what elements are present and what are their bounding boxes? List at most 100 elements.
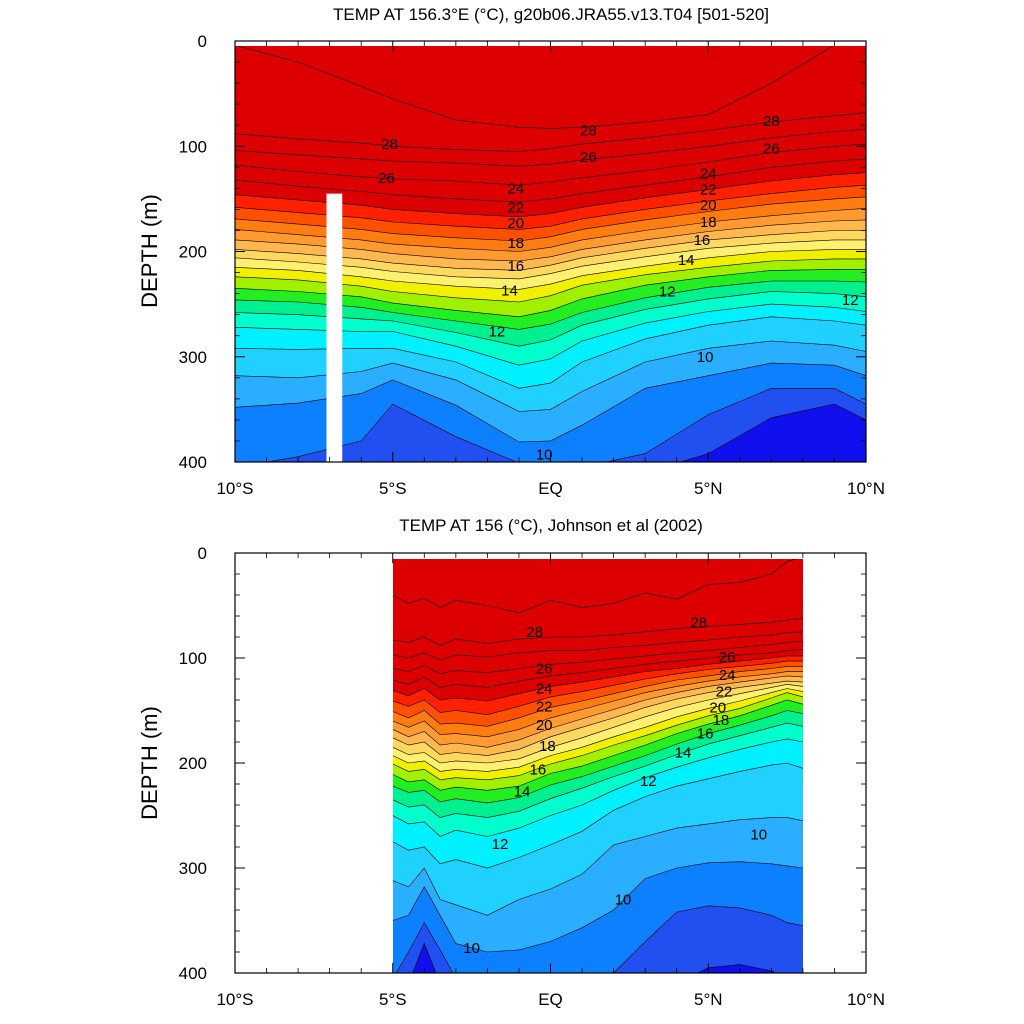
y-tick-label: 300 [179,348,207,367]
contour-label: 22 [700,181,717,198]
isotherm-line [393,666,803,727]
contour-label: 26 [719,649,736,666]
isotherm-line [236,46,834,129]
isotherm-line [235,303,866,366]
y-tick-label: 200 [179,243,207,262]
x-tick-label: 10°S [216,479,253,498]
contour-label: 22 [507,199,524,216]
filled-contours [393,559,803,973]
contour-label: 24 [536,680,553,697]
isotherm-line [393,640,803,675]
contour-label: 12 [659,283,676,300]
isotherm-line [235,362,866,443]
isotherm-line [235,184,866,230]
y-tick-label: 0 [198,32,207,51]
isotherm-line [679,403,866,462]
contour-label: 22 [536,698,553,715]
isotherm-line [235,196,866,242]
y-tick-label: 300 [179,859,207,878]
contour-label: 16 [694,232,711,249]
isotherm-line [393,762,803,869]
isotherm-line [235,249,866,290]
isotherm-line [393,688,803,772]
contour-label: 14 [675,745,692,762]
y-tick-label: 200 [179,754,207,773]
contour-band [238,46,834,129]
x-tick-label: EQ [538,479,563,498]
isotherm-line [235,291,866,347]
isotherm-line [235,143,866,186]
contour-band [393,559,797,613]
isotherm-line [395,905,803,973]
contour-label: 18 [507,235,524,252]
isotherm-line [393,738,803,837]
contour-label: 20 [709,699,726,716]
isotherm-line [393,861,803,953]
contour-label: 16 [697,726,714,743]
isotherm-line [393,559,798,614]
y-tick-label: 400 [179,964,207,983]
y-axis-label: DEPTH (m) [137,706,162,820]
isotherm-line [235,158,866,203]
missing-data-gap [326,193,343,463]
contour-label: 10 [536,447,553,464]
isotherm-line [393,675,803,748]
x-tick-label: 10°N [847,479,885,498]
contour-label: 24 [507,180,524,197]
contour-label: 26 [536,661,553,678]
contour-label: 12 [640,773,657,790]
isotherm-line [393,649,803,688]
contour-label: 18 [700,214,717,231]
contour-label: 12 [842,292,859,309]
isotherm-line [235,239,866,280]
isotherm-line [393,631,803,661]
isotherm-line [393,710,803,804]
isotherm-line [235,269,866,318]
observed-temperature-panel: TEMP AT 156 (°C), Johnson et al (2002) 2… [137,516,885,1009]
contour-label: 12 [489,323,506,340]
isotherm-line [412,942,777,973]
isotherm-line [393,680,803,756]
contour-label: 28 [526,624,543,641]
contour-labels: 2828262624242222202018181616141412121010… [463,614,767,957]
y-tick-label: 100 [179,137,207,156]
y-tick-label: 100 [179,649,207,668]
contour-label: 16 [507,258,524,275]
x-tick-label: 10°S [216,990,253,1009]
contour-label: 18 [713,712,730,729]
contour-label: 18 [539,738,556,755]
contour-label: 20 [700,197,717,214]
x-tick-label: EQ [538,990,563,1009]
isotherm-line [235,129,866,167]
isotherm-line [264,388,866,462]
contour-label: 26 [378,170,395,187]
contour-label: 12 [492,836,509,853]
isotherm-line [393,722,803,818]
contour-label: 26 [763,140,780,157]
isotherm-line [393,692,803,781]
axes: 10°S 5°S EQ 5°N 10°N 0 100 200 300 400 [179,32,885,498]
contour-label: 10 [697,349,714,366]
axes: 10°S 5°S EQ 5°N 10°N 0 100 200 300 400 [179,544,885,1009]
y-axis-label: DEPTH (m) [137,194,162,308]
model-temperature-panel: TEMP AT 156.3°E (°C), g20b06.JRA55.v13.T… [137,5,885,498]
isotherm-line [393,683,803,764]
chart-title: TEMP AT 156.3°E (°C), g20b06.JRA55.v13.T… [333,5,769,24]
isotherm-line [235,112,866,152]
contour-label: 28 [381,136,398,153]
contour-label: 14 [678,252,695,269]
x-tick-label: 10°N [847,990,885,1009]
contour-label: 20 [536,717,553,734]
isotherm-line [235,230,866,271]
contour-label: 22 [716,684,733,701]
isotherm-line [235,280,866,330]
y-tick-label: 0 [198,544,207,563]
contour-label: 24 [700,166,717,183]
isotherm-line [393,817,803,916]
isotherm-line [393,671,803,738]
isotherm-line [235,172,866,218]
isotherm-line [393,617,803,646]
contour-label: 16 [530,761,547,778]
